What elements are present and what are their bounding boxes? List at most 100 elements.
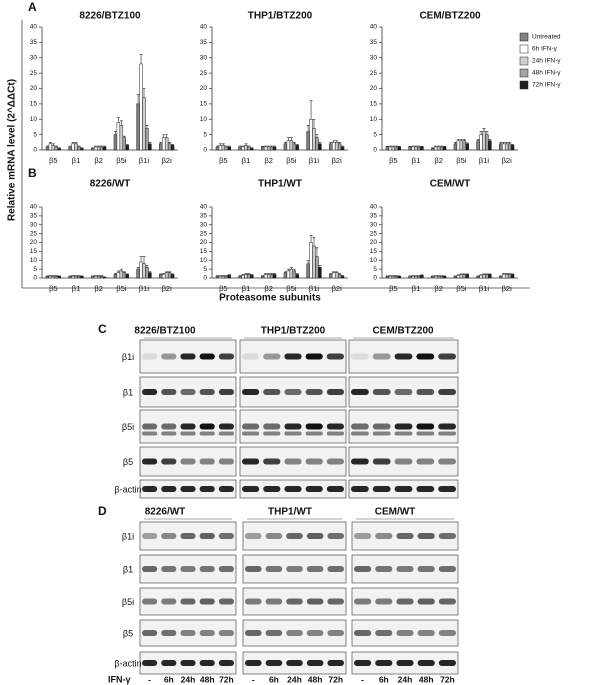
blot-band (438, 533, 456, 539)
bar (408, 146, 412, 151)
blot-band (438, 458, 456, 465)
blot-band (326, 389, 344, 395)
blot-band (394, 458, 413, 465)
y-tick-label: 20 (200, 239, 208, 246)
row-label: β5i (122, 597, 134, 607)
error-bar (270, 145, 274, 147)
blot-band (396, 630, 414, 636)
error-bar (332, 271, 336, 273)
bar (459, 140, 464, 151)
y-tick-label: 10 (200, 257, 208, 264)
lane-label: 48h (200, 674, 215, 684)
bar (221, 275, 226, 279)
blot-band (416, 486, 435, 492)
blot-band (218, 566, 234, 572)
blot-band (306, 598, 324, 605)
blot-band (218, 660, 234, 666)
row-label: β1i (122, 352, 134, 362)
bar (45, 146, 50, 151)
bar (139, 63, 143, 151)
blot-band (284, 486, 302, 492)
y-tick-label: 30 (30, 221, 38, 228)
error-bar (315, 247, 319, 257)
bar (164, 272, 169, 279)
error-bar (286, 268, 290, 271)
blot-band (161, 458, 177, 465)
treatment-label: IFN-γ (108, 674, 131, 684)
blot-band (396, 660, 414, 666)
bar (414, 146, 418, 151)
bar (48, 143, 53, 151)
blot-band (161, 423, 177, 430)
bar (54, 146, 59, 151)
blot-band (372, 353, 391, 360)
lane-label: - (148, 674, 151, 684)
blot-band (372, 486, 391, 492)
error-bar (241, 274, 245, 276)
lane-label: 24h (287, 674, 302, 684)
error-bar (241, 145, 245, 147)
blot-band (372, 431, 391, 436)
error-bar (97, 275, 101, 277)
x-tick-label: β1 (72, 156, 81, 165)
bar (71, 275, 75, 279)
blot-band (263, 486, 281, 492)
y-tick-label: 25 (30, 230, 38, 237)
x-tick-label: β1i (309, 284, 319, 293)
blot-band (265, 660, 283, 666)
y-tick-label: 10 (200, 116, 208, 123)
blot-band (218, 533, 234, 539)
blot-band (265, 630, 283, 636)
blot-band (180, 423, 196, 430)
bar (51, 145, 56, 151)
error-bar (48, 142, 52, 144)
blot-band (354, 660, 372, 666)
blot-band (351, 458, 369, 465)
blot-band (218, 431, 234, 436)
bar (340, 275, 345, 279)
bar (161, 137, 166, 151)
group-label: CEM/WT (375, 507, 416, 518)
blot-band (417, 630, 435, 636)
blot-band (394, 486, 413, 492)
blot-band (286, 660, 303, 666)
y-tick-label: 0 (373, 147, 377, 154)
lane-label: 72h (440, 674, 455, 684)
bar (414, 275, 418, 279)
bar (93, 275, 98, 279)
bar (459, 274, 464, 279)
bar (218, 275, 223, 279)
error-bar (139, 256, 143, 263)
bar (241, 275, 245, 279)
bar (510, 274, 515, 279)
blot-band (286, 533, 303, 539)
bar (391, 275, 396, 279)
y-tick-label: 5 (33, 266, 37, 273)
blot-band (180, 486, 196, 492)
y-tick-label: 10 (30, 116, 38, 123)
chart-title: THP1/BTZ200 (248, 11, 313, 22)
error-bar (250, 147, 254, 149)
blot-band (180, 458, 196, 465)
error-bar (168, 271, 172, 273)
blot-band (199, 566, 215, 572)
blot-band (242, 353, 260, 360)
x-tick-label: β2i (162, 156, 172, 165)
x-tick-label: β5 (219, 284, 228, 293)
bar (51, 275, 56, 279)
blot-band (284, 431, 302, 436)
bar (283, 272, 288, 279)
x-tick-label: β2i (502, 156, 512, 165)
x-tick-label: β5 (389, 156, 398, 165)
group-label: THP1/BTZ200 (261, 326, 326, 337)
error-bar (74, 275, 78, 277)
blot-band (218, 389, 234, 395)
error-bar (388, 145, 392, 147)
blot-band (416, 353, 435, 360)
bar (334, 272, 339, 279)
error-bar (57, 147, 61, 149)
error-bar (48, 275, 52, 277)
blot-band (142, 630, 158, 636)
error-bar (244, 143, 248, 146)
blot-band (284, 458, 302, 465)
